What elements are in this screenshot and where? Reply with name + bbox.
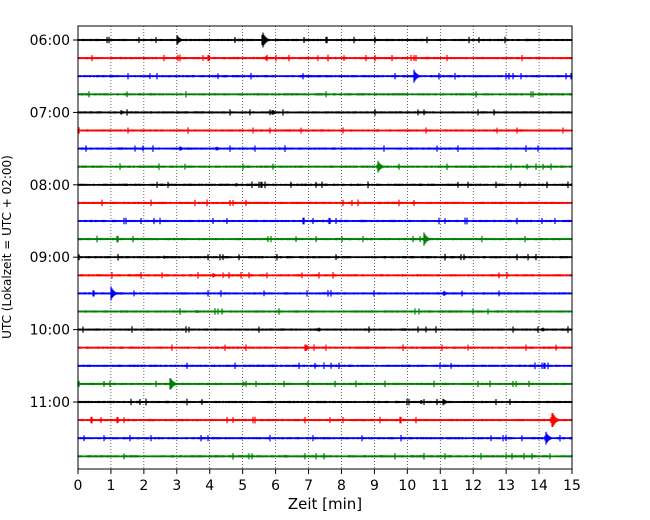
y-tick-label: 06:00: [30, 33, 70, 49]
x-tick-label: 10: [398, 478, 416, 494]
x-tick-label: 6: [271, 478, 280, 494]
y-tick-label: 08:00: [30, 178, 70, 194]
x-tick-label: 8: [337, 478, 346, 494]
x-tick-label: 2: [139, 478, 148, 494]
x-tick-label: 9: [370, 478, 379, 494]
x-tick-label: 1: [106, 478, 115, 494]
plot-frame: [77, 25, 573, 470]
y-axis: 06:00 07:00 08:00 09:00 10:00 11:00: [30, 33, 78, 411]
x-axis-label: Zeit [min]: [288, 495, 362, 513]
x-tick-label: 5: [238, 478, 247, 494]
y-tick-label: 07:00: [30, 105, 70, 121]
x-tick-label: 0: [74, 478, 83, 494]
x-tick-label: 11: [431, 478, 449, 494]
x-tick-label: 7: [304, 478, 313, 494]
y-tick-label: 09:00: [30, 250, 70, 266]
y-tick-label: 11:00: [30, 395, 70, 411]
x-axis: 0 1 2 3 4 5 6 7 8 9 10 11 12 13 14 15: [74, 469, 581, 494]
x-tick-label: 13: [497, 478, 515, 494]
x-tick-label: 4: [205, 478, 214, 494]
x-tick-label: 3: [172, 478, 181, 494]
y-tick-label: 10:00: [30, 323, 70, 339]
trace-layer: [77, 32, 573, 460]
x-tick-label: 12: [464, 478, 482, 494]
x-tick-label: 15: [563, 478, 581, 494]
x-tick-label: 14: [530, 478, 548, 494]
y-axis-label: UTC (Lokalzeit = UTC + 02:00): [0, 155, 14, 339]
